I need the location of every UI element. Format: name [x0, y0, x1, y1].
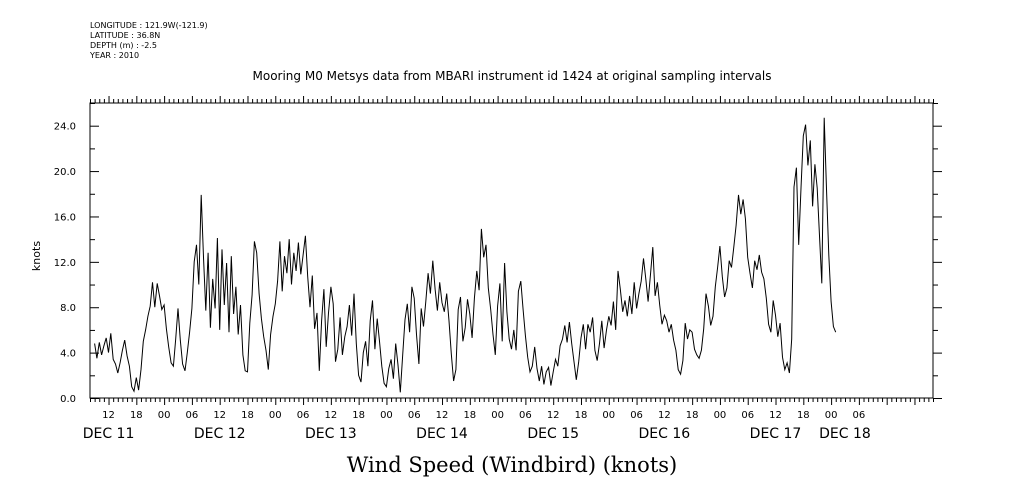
x-hour-label: 00 — [714, 410, 727, 421]
y-tick-label: 4.0 — [60, 349, 76, 360]
x-hour-label: 18 — [686, 410, 699, 421]
x-hour-label: 18 — [241, 410, 254, 421]
x-hour-label: 18 — [463, 410, 476, 421]
chart-tick-labels: 0.0 4.0 8.0 12.0 16.0 20.0 24.0 12 18 00 06 12 18 00 0… — [54, 122, 871, 442]
y-tick-label: 8.0 — [60, 303, 76, 314]
x-hour-label: 12 — [658, 410, 671, 421]
y-tick-label: 12.0 — [54, 258, 76, 269]
bottom-title: Wind Speed (Windbird) (knots) — [346, 453, 678, 477]
x-hour-label: 06 — [741, 410, 754, 421]
x-hour-label: 18 — [797, 410, 810, 421]
x-hour-label: 18 — [352, 410, 365, 421]
y-tick-label: 20.0 — [54, 167, 76, 178]
y-axis-label: knots — [30, 241, 43, 271]
x-hour-label: 00 — [602, 410, 615, 421]
depth-label: DEPTH (m) : -2.5 — [90, 41, 157, 50]
y-tick-label: 16.0 — [54, 212, 76, 223]
x-hour-label: 12 — [769, 410, 782, 421]
x-day-label: DEC 12 — [194, 426, 246, 442]
x-day-label: DEC 15 — [527, 426, 579, 442]
x-hour-label: 12 — [102, 410, 115, 421]
chart-ticks — [90, 96, 942, 405]
x-day-label: DEC 17 — [750, 426, 802, 442]
year-label: YEAR : 2010 — [90, 51, 140, 60]
longitude-label: LONGITUDE : 121.9W(-121.9) — [90, 21, 208, 30]
metadata-block: LONGITUDE : 121.9W(-121.9) LATITUDE : 36… — [90, 21, 208, 61]
x-hour-label: 00 — [380, 410, 393, 421]
x-day-label: DEC 18 — [819, 426, 871, 442]
latitude-label: LATITUDE : 36.8N — [90, 31, 161, 40]
x-hour-label: 12 — [324, 410, 337, 421]
x-hour-label: 06 — [519, 410, 532, 421]
x-hour-label: 06 — [630, 410, 643, 421]
x-hour-label: 00 — [491, 410, 504, 421]
x-day-label: DEC 13 — [305, 426, 357, 442]
x-hour-label: 18 — [575, 410, 588, 421]
x-hour-label: 00 — [825, 410, 838, 421]
chart-series — [94, 117, 837, 393]
chart-title: Mooring M0 Metsys data from MBARI instru… — [252, 69, 772, 83]
x-hour-label: 06 — [853, 410, 866, 421]
x-hour-label: 06 — [408, 410, 421, 421]
x-day-label: DEC 14 — [416, 426, 468, 442]
x-hour-label: 00 — [269, 410, 282, 421]
x-hour-label: 18 — [130, 410, 143, 421]
x-hour-label: 00 — [158, 410, 171, 421]
x-hour-label: 12 — [436, 410, 449, 421]
x-hour-label: 06 — [297, 410, 310, 421]
x-hour-label: 12 — [213, 410, 226, 421]
x-day-label: DEC 11 — [83, 426, 135, 442]
x-hour-label: 06 — [186, 410, 199, 421]
x-day-label: DEC 16 — [639, 426, 691, 442]
x-hour-label: 12 — [547, 410, 560, 421]
y-tick-label: 24.0 — [54, 122, 76, 133]
series-line-0 — [94, 117, 837, 393]
y-tick-label: 0.0 — [60, 394, 76, 405]
